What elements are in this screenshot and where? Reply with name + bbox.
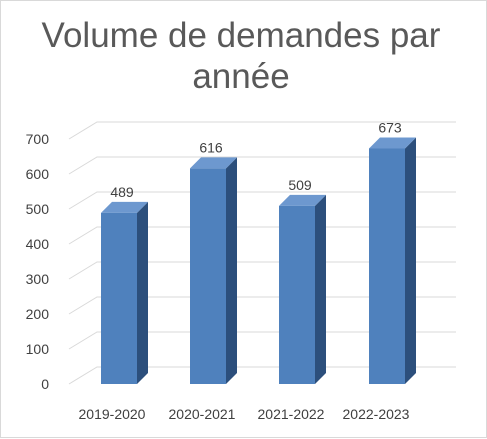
bar-top [190, 157, 237, 169]
data-label: 489 [110, 184, 134, 200]
bar-top [369, 137, 416, 149]
bar-top [279, 194, 326, 206]
y-tick-label: 100 [26, 341, 50, 357]
data-labels: 489 616 509 673 [110, 119, 402, 199]
bar-front [369, 148, 405, 384]
x-axis-categories: 2019-2020 2020-2021 2021-2022 2022-2023 [79, 406, 410, 422]
bar-side [405, 137, 416, 384]
data-label: 673 [378, 119, 402, 135]
gridline [68, 226, 456, 245]
x-category-label: 2020-2021 [169, 406, 236, 422]
gridline [68, 296, 456, 315]
x-category-label: 2022-2023 [343, 406, 410, 422]
gridline [68, 156, 456, 175]
y-tick-label: 700 [26, 131, 50, 147]
bar-side [226, 157, 237, 384]
gridline [68, 331, 456, 350]
bar-side [315, 194, 326, 384]
bar-front [190, 168, 226, 384]
bar [190, 157, 237, 384]
gridline [68, 366, 456, 385]
bar [369, 137, 416, 384]
gridlines [68, 121, 456, 385]
y-tick-label: 500 [26, 201, 50, 217]
x-category-label: 2021-2022 [258, 406, 325, 422]
y-tick-label: 400 [26, 236, 50, 252]
x-category-label: 2019-2020 [79, 406, 146, 422]
bar [279, 194, 326, 384]
gridline [68, 191, 456, 210]
chart-title: Volume de demandes par année [41, 16, 441, 96]
data-label: 616 [199, 139, 223, 155]
bar-top [101, 201, 148, 213]
gridline [68, 261, 456, 280]
bars [101, 137, 416, 384]
y-tick-label: 300 [26, 271, 50, 287]
bar-front [101, 212, 137, 384]
bar-side [137, 201, 148, 384]
bar [101, 201, 148, 384]
y-tick-label: 600 [26, 166, 50, 182]
y-tick-label: 0 [41, 376, 49, 392]
gridline [68, 121, 456, 140]
data-label: 509 [288, 177, 312, 193]
bar-front [279, 205, 315, 384]
y-axis-ticks: 0 100 200 300 400 500 600 700 [26, 131, 50, 392]
y-tick-label: 200 [26, 306, 50, 322]
